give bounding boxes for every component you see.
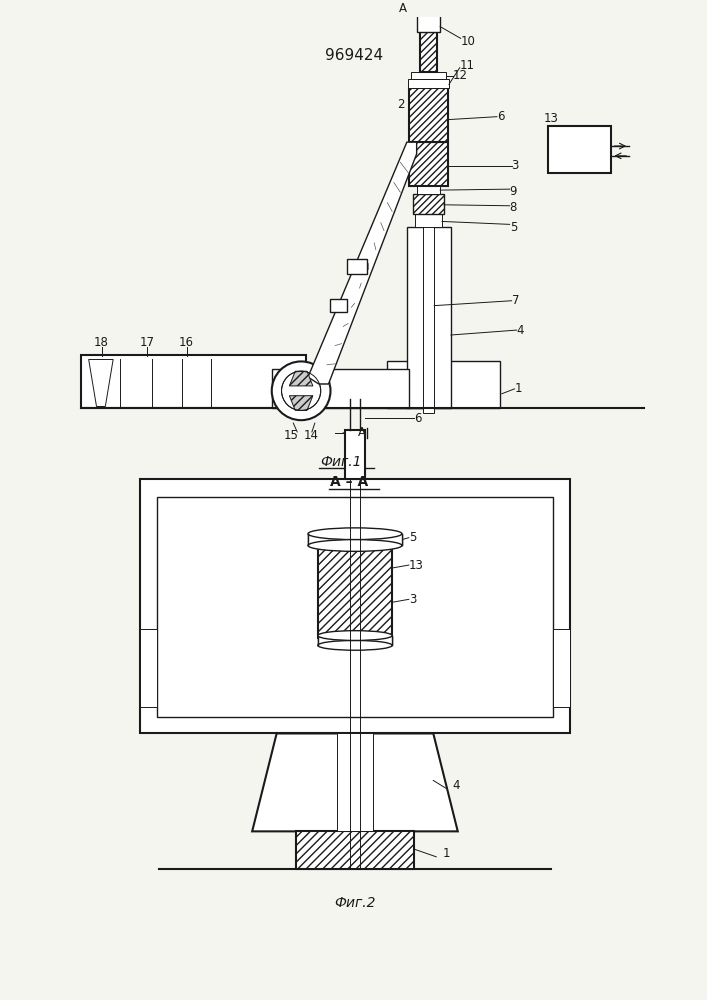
Polygon shape: [308, 142, 416, 384]
Polygon shape: [289, 371, 313, 386]
Bar: [308, 534, 402, 545]
Ellipse shape: [308, 528, 402, 540]
Text: 2: 2: [397, 98, 404, 111]
Bar: [419, 32, 437, 72]
Bar: [317, 636, 392, 645]
Text: 7: 7: [512, 294, 519, 307]
Ellipse shape: [317, 640, 392, 650]
Bar: [411, 72, 446, 79]
Bar: [157, 497, 553, 717]
Bar: [548, 126, 612, 173]
Bar: [408, 79, 449, 88]
Bar: [407, 227, 451, 408]
Text: Фиг.2: Фиг.2: [334, 896, 375, 910]
Text: 4: 4: [453, 779, 460, 792]
Bar: [271, 369, 409, 408]
Text: 11: 11: [460, 59, 474, 72]
Text: 18: 18: [93, 336, 108, 349]
Bar: [413, 194, 444, 214]
Bar: [81, 355, 306, 408]
Bar: [317, 545, 392, 638]
Bar: [416, 15, 440, 32]
Bar: [553, 629, 571, 707]
Bar: [423, 110, 434, 413]
Text: 5: 5: [510, 221, 517, 234]
Bar: [409, 142, 448, 186]
Bar: [139, 479, 571, 733]
Bar: [409, 88, 448, 142]
Bar: [296, 831, 414, 869]
Text: 15: 15: [284, 429, 298, 442]
Text: 9: 9: [510, 185, 517, 198]
Text: 12: 12: [453, 69, 468, 82]
Polygon shape: [252, 733, 457, 831]
Text: 13: 13: [544, 112, 559, 125]
Text: A – A: A – A: [330, 475, 369, 489]
Text: 17: 17: [139, 336, 155, 349]
Polygon shape: [329, 299, 347, 312]
Text: 3: 3: [409, 593, 416, 606]
Text: A: A: [358, 426, 366, 439]
Ellipse shape: [308, 540, 402, 551]
Text: Фиг.1: Фиг.1: [321, 455, 362, 469]
Text: 3: 3: [512, 159, 519, 172]
Text: 4: 4: [517, 324, 524, 337]
Polygon shape: [88, 359, 113, 406]
Circle shape: [281, 371, 321, 410]
Text: 16: 16: [179, 336, 194, 349]
Text: 13: 13: [409, 559, 423, 572]
Text: 5: 5: [409, 531, 416, 544]
Bar: [308, 534, 402, 545]
Polygon shape: [289, 396, 313, 410]
Polygon shape: [347, 259, 367, 274]
Ellipse shape: [317, 631, 392, 640]
Bar: [387, 361, 500, 408]
Text: A: A: [399, 2, 407, 15]
Text: 6: 6: [414, 412, 421, 425]
Text: 1: 1: [515, 382, 522, 395]
Bar: [415, 214, 442, 227]
Text: 6: 6: [497, 110, 504, 123]
Text: 8: 8: [510, 201, 517, 214]
Bar: [139, 629, 157, 707]
Text: 1: 1: [443, 847, 450, 860]
Bar: [317, 636, 392, 645]
Text: 10: 10: [461, 35, 476, 48]
Bar: [416, 186, 440, 194]
Bar: [337, 733, 373, 831]
Bar: [345, 430, 365, 479]
Circle shape: [271, 361, 330, 420]
Text: 14: 14: [304, 429, 319, 442]
Text: 969424: 969424: [325, 48, 383, 63]
